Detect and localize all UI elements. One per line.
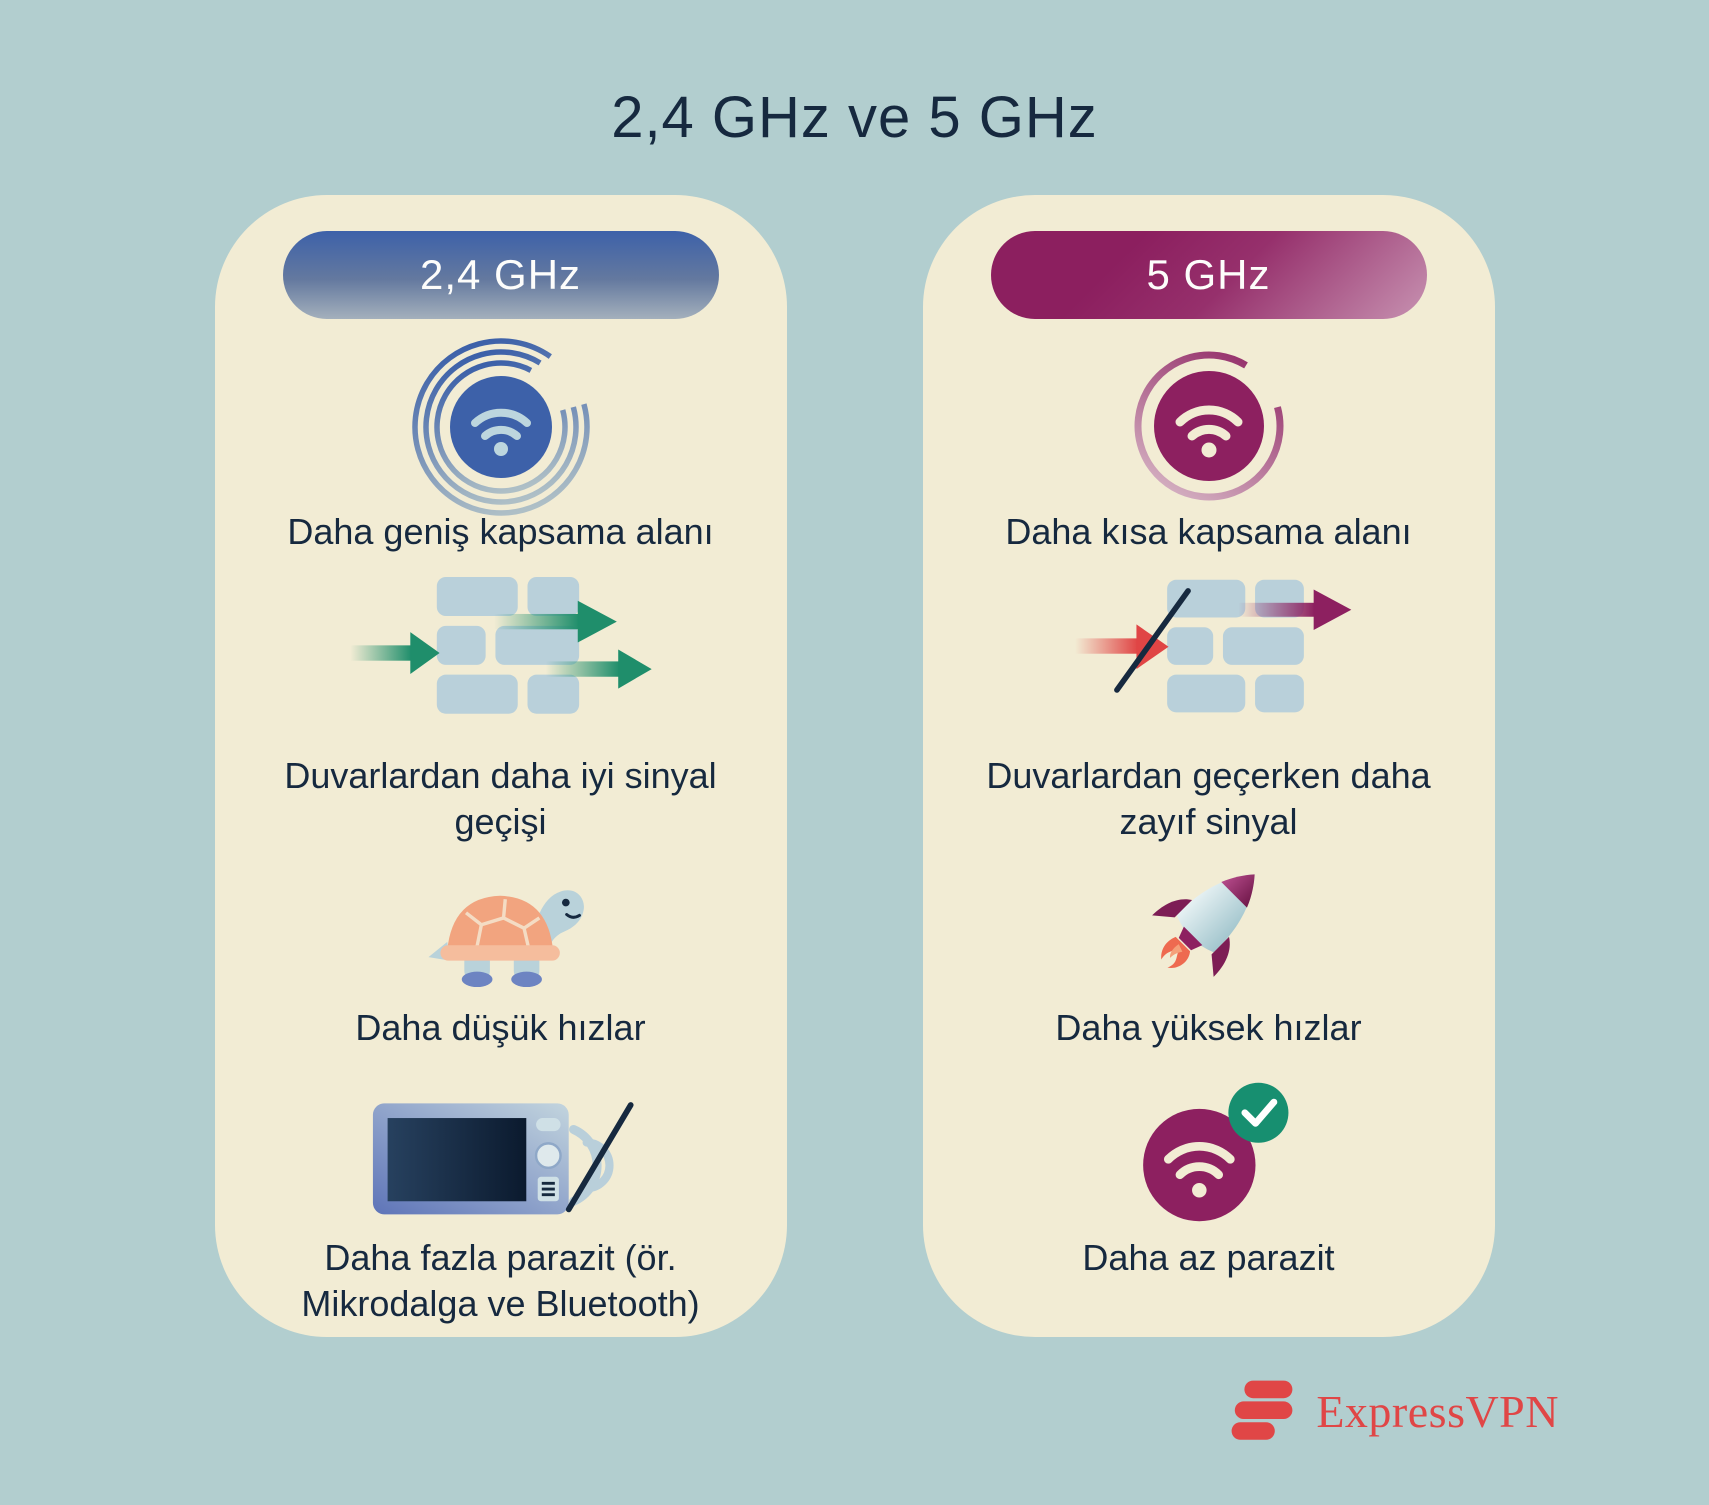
turtle-icon [386,845,616,995]
wifi-no-interference-icon [1119,1071,1299,1231]
rocket-icon [1116,845,1301,995]
comparison-cards: 2,4 GHz [0,195,1709,1337]
card-5ghz-header: 5 GHz [990,231,1427,319]
card-24ghz-header-label: 2,4 GHz [419,251,582,298]
feature-caption: Daha geniş kapsama alanı [287,511,714,552]
card-5ghz: 5 GHz Daha k [922,195,1495,1337]
feature-caption: Daha fazla parazit (ör. Mikrodalga ve Bl… [301,1237,700,1324]
feature-caption: Duvarlardan geçerken daha zayıf sinyal [986,755,1431,842]
card-24ghz-header: 2,4 GHz [282,231,719,319]
feature-caption: Duvarlardan daha iyi sinyal geçişi [284,755,717,842]
feature-caption: Daha düşük hızlar [355,1007,646,1048]
card-5ghz-header-label: 5 GHz [1146,251,1271,298]
wifi-short-coverage-icon [1123,319,1295,529]
feature-caption: Daha yüksek hızlar [1055,1007,1362,1048]
feature-caption: Daha kısa kapsama alanı [1005,511,1412,552]
page-title: 2,4 GHz ve 5 GHz [611,85,1098,150]
microwave-interference-icon [341,1071,661,1231]
wall-signal-pass-icon [281,565,721,725]
expressvpn-logomark-icon [1231,1380,1293,1440]
expressvpn-wordmark: ExpressVPN [1316,1385,1559,1437]
wall-signal-blocked-icon [989,565,1429,725]
expressvpn-logo: ExpressVPN [1230,1379,1559,1443]
wifi-wide-coverage-icon [406,319,596,529]
feature-caption: Daha az parazit [1082,1237,1335,1278]
card-24ghz: 2,4 GHz [214,195,787,1337]
